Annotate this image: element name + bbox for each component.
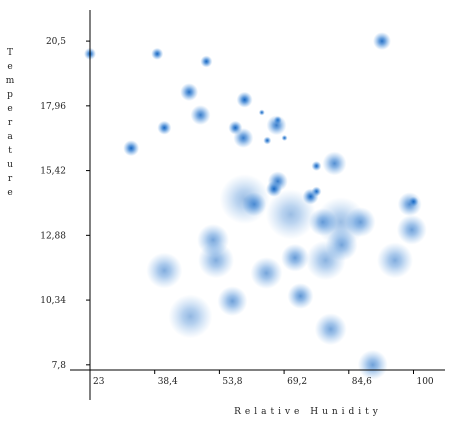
x-tick-label: 100 (416, 377, 433, 387)
bubble (146, 252, 183, 289)
bubble (314, 313, 347, 346)
bubble (263, 136, 272, 145)
bubble (305, 240, 346, 281)
bubble (287, 283, 314, 309)
bubble (281, 134, 288, 141)
bubble (377, 242, 414, 279)
bubble (281, 243, 310, 272)
y-axis-label: Temperature (5, 48, 15, 202)
bubble (372, 32, 391, 51)
bubble (258, 109, 265, 116)
bubble (408, 196, 419, 207)
bubble (250, 257, 283, 290)
y-tick-label: 7,8 (52, 361, 67, 371)
y-tick-label: 15,42 (40, 167, 66, 177)
bubble (200, 55, 213, 68)
bubble (266, 180, 283, 197)
bubble (265, 189, 316, 240)
bubble (151, 47, 164, 60)
bubble (123, 140, 140, 157)
bubble (190, 105, 211, 126)
y-tick-label: 20,5 (46, 37, 66, 47)
bubble (180, 83, 199, 102)
bubble (157, 120, 172, 135)
x-tick-label: 69,2 (287, 377, 307, 387)
plot-area (84, 32, 427, 380)
bubble (322, 151, 347, 176)
x-axis-label: Relative Hunidity (234, 407, 382, 417)
bubble (219, 174, 270, 225)
x-tick-label: 23 (93, 377, 105, 387)
y-tick-label: 17,96 (40, 102, 66, 112)
bubble (311, 161, 322, 171)
bubble (233, 127, 254, 148)
y-tick-label: 10,34 (40, 296, 66, 306)
bubble (217, 286, 248, 317)
x-tick-label: 84,6 (352, 377, 372, 387)
bubble (168, 294, 213, 339)
bubble (198, 242, 235, 279)
bubble (266, 115, 287, 136)
bubble (345, 207, 376, 238)
y-tick-label: 12,88 (40, 231, 66, 241)
bubble (236, 91, 253, 108)
bubble (357, 349, 388, 380)
x-tick-label: 38,4 (158, 377, 178, 387)
x-tick-label: 53,8 (222, 377, 242, 387)
bubble (396, 214, 427, 245)
